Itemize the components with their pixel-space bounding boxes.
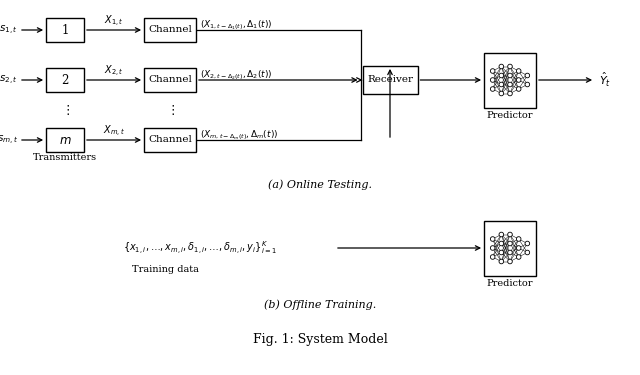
Circle shape [499, 232, 504, 237]
Circle shape [525, 82, 530, 87]
Text: 2: 2 [61, 74, 68, 87]
Text: $X_{m,t}$: $X_{m,t}$ [103, 123, 125, 138]
Circle shape [499, 91, 504, 96]
Circle shape [508, 241, 512, 246]
FancyBboxPatch shape [144, 128, 196, 152]
Text: $m$: $m$ [59, 134, 71, 147]
Circle shape [490, 69, 495, 73]
Circle shape [499, 241, 504, 246]
Circle shape [525, 250, 530, 255]
Circle shape [508, 91, 512, 96]
Circle shape [508, 64, 512, 69]
Text: Receiver: Receiver [367, 75, 413, 84]
Circle shape [516, 78, 521, 82]
Circle shape [490, 246, 495, 250]
Circle shape [516, 69, 521, 73]
Text: $X_{1,t}$: $X_{1,t}$ [104, 13, 124, 28]
Text: Fig. 1: System Model: Fig. 1: System Model [253, 333, 387, 346]
Text: $s_{2,t}$: $s_{2,t}$ [0, 74, 18, 87]
Text: $\vdots$: $\vdots$ [166, 103, 175, 117]
Text: (a) Online Testing.: (a) Online Testing. [268, 180, 372, 190]
Circle shape [499, 64, 504, 69]
Text: Predictor: Predictor [487, 279, 533, 288]
Circle shape [516, 237, 521, 241]
Text: Predictor: Predictor [487, 111, 533, 120]
Circle shape [499, 259, 504, 264]
FancyBboxPatch shape [484, 53, 536, 108]
Text: (b) Offline Training.: (b) Offline Training. [264, 300, 376, 310]
FancyBboxPatch shape [144, 68, 196, 92]
Circle shape [499, 73, 504, 78]
Text: $s_{1,t}$: $s_{1,t}$ [0, 24, 18, 36]
Text: $(X_{1,t-\Delta_1(t)},\Delta_1(t))$: $(X_{1,t-\Delta_1(t)},\Delta_1(t))$ [200, 18, 273, 32]
Circle shape [508, 259, 512, 264]
Circle shape [525, 241, 530, 246]
Circle shape [508, 73, 512, 78]
Text: Transmitters: Transmitters [33, 153, 97, 162]
Circle shape [508, 232, 512, 237]
Circle shape [516, 246, 521, 250]
Text: $s_{m,t}$: $s_{m,t}$ [0, 134, 18, 147]
Text: Channel: Channel [148, 26, 192, 34]
Circle shape [490, 255, 495, 259]
Text: $X_{2,t}$: $X_{2,t}$ [104, 63, 124, 78]
Circle shape [490, 87, 495, 91]
FancyBboxPatch shape [46, 68, 84, 92]
FancyBboxPatch shape [46, 18, 84, 42]
Circle shape [516, 87, 521, 91]
Circle shape [508, 250, 512, 255]
FancyBboxPatch shape [144, 18, 196, 42]
FancyBboxPatch shape [484, 220, 536, 276]
Text: $(X_{m,t-\Delta_m(t)},\Delta_m(t))$: $(X_{m,t-\Delta_m(t)},\Delta_m(t))$ [200, 128, 278, 142]
Text: $\vdots$: $\vdots$ [61, 103, 70, 117]
Circle shape [490, 237, 495, 241]
Text: 1: 1 [61, 24, 68, 36]
FancyBboxPatch shape [362, 66, 417, 94]
Circle shape [508, 82, 512, 87]
Text: Training data: Training data [132, 266, 198, 274]
Text: $(X_{2,t-\Delta_2(t)},\Delta_2(t))$: $(X_{2,t-\Delta_2(t)},\Delta_2(t))$ [200, 68, 273, 82]
Circle shape [516, 255, 521, 259]
Circle shape [499, 82, 504, 87]
FancyBboxPatch shape [46, 128, 84, 152]
Circle shape [525, 73, 530, 78]
Text: Channel: Channel [148, 135, 192, 144]
Circle shape [499, 250, 504, 255]
Text: Channel: Channel [148, 75, 192, 84]
Text: $\{x_{1,i},\ldots,x_{m,i},$$\delta_{1,i},\ldots,\delta_{m,i},y_i\}_{i=1}^{K}$: $\{x_{1,i},\ldots,x_{m,i},$$\delta_{1,i}… [123, 240, 277, 256]
Text: $\hat{Y}_t$: $\hat{Y}_t$ [599, 71, 611, 89]
Circle shape [490, 78, 495, 82]
